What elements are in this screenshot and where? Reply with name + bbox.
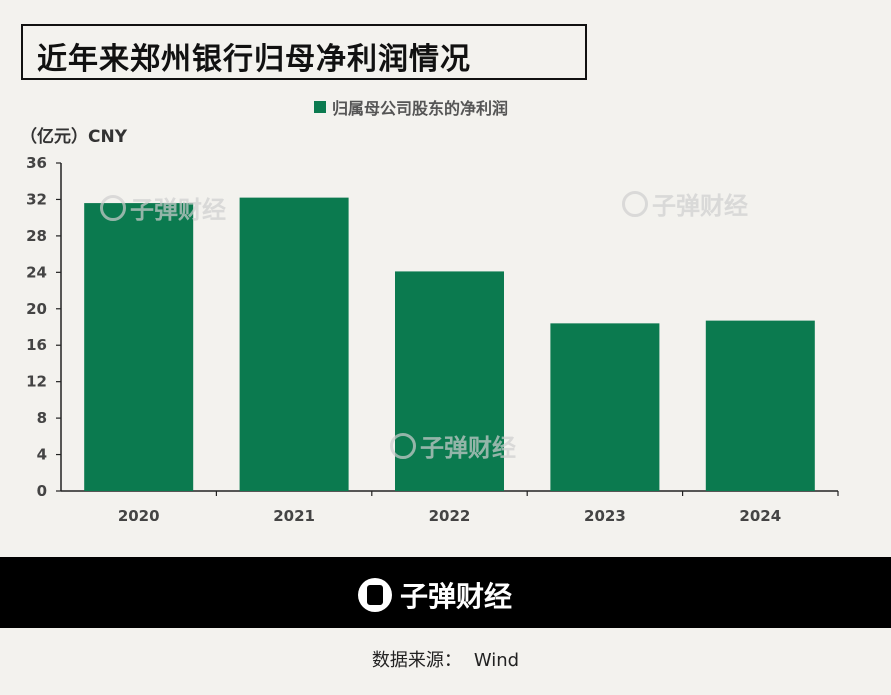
y-tick-label: 28	[26, 227, 47, 245]
x-tick-label: 2023	[584, 507, 626, 525]
watermark-logo-icon	[390, 432, 416, 459]
watermark-logo-icon	[622, 190, 648, 217]
x-tick-label: 2020	[118, 507, 160, 525]
bar	[395, 271, 504, 491]
footer-brand-name: 子弹财经	[400, 580, 513, 613]
watermark: 子弹财经	[100, 190, 226, 225]
bar	[550, 323, 660, 491]
y-tick-label: 12	[26, 373, 47, 391]
y-tick-label: 32	[26, 190, 47, 208]
legend: 归属母公司股东的净利润	[314, 96, 508, 118]
chart-title: 近年来郑州银行归母净利润情况	[37, 42, 471, 77]
title-box: 近年来郑州银行归母净利润情况	[21, 24, 587, 80]
brand-logo-icon	[358, 578, 392, 612]
source-value: Wind	[473, 650, 520, 671]
x-tick-label: 2021	[273, 507, 315, 525]
x-tick-label: 2022	[429, 507, 471, 525]
bar	[705, 320, 815, 491]
y-tick-label: 16	[26, 336, 47, 354]
y-tick-label: 20	[26, 300, 47, 318]
legend-swatch	[314, 101, 326, 113]
x-tick-label: 2024	[739, 507, 781, 525]
y-tick-label: 4	[37, 446, 47, 464]
watermark: 子弹财经	[622, 186, 748, 221]
y-axis-unit-label: （亿元）CNY	[20, 127, 128, 147]
legend-label: 归属母公司股东的净利润	[332, 99, 509, 118]
bar	[84, 203, 194, 491]
watermark: 子弹财经	[390, 428, 516, 463]
data-source: 数据来源： Wind	[0, 646, 891, 672]
y-tick-label: 24	[26, 263, 47, 281]
bar	[239, 197, 349, 491]
y-tick-label: 0	[37, 482, 47, 500]
source-label: 数据来源：	[371, 650, 462, 671]
y-tick-label: 8	[37, 409, 47, 427]
y-tick-label: 36	[26, 154, 47, 172]
footer-brand: 子弹财经	[358, 575, 512, 615]
watermark-logo-icon	[100, 194, 126, 221]
footer-bar: 子弹财经	[0, 557, 891, 628]
